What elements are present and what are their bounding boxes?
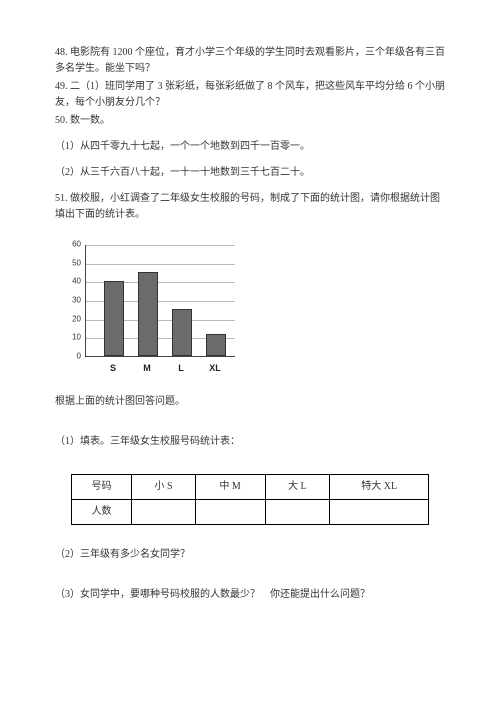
chart-xtick-label: L — [167, 361, 195, 375]
question-51: 51. 做校服，小红调查了二年级女生校服的号码，制成了下面的统计图，请你根据统计… — [55, 191, 445, 223]
chart-ytick-label: 40 — [63, 276, 81, 289]
answer-header: 根据上面的统计图回答问题。 — [55, 394, 445, 410]
table-cell — [265, 500, 329, 525]
chart-bar — [206, 334, 226, 356]
table-cell: 中 M — [195, 475, 265, 500]
bar-chart: 0102030405060 SMLXL — [63, 245, 243, 380]
chart-bar — [138, 272, 158, 356]
question-50: 50. 数一数。 — [55, 113, 445, 129]
chart-bar — [104, 281, 124, 356]
question-51-3: （3）女同学中，要哪种号码校服的人数最少？ 你还能提出什么问题？ — [55, 587, 445, 603]
table-cell: 人数 — [71, 500, 132, 525]
question-51-2: （2）三年级有多少名女同学？ — [55, 547, 445, 563]
chart-ytick-label: 60 — [63, 239, 81, 252]
chart-gridline — [86, 264, 235, 265]
table-cell — [195, 500, 265, 525]
table-cell — [329, 500, 428, 525]
chart-plot — [85, 245, 235, 357]
table-row: 号码 小 S 中 M 大 L 特大 XL — [71, 475, 429, 500]
chart-ytick-label: 10 — [63, 332, 81, 345]
question-50-1: （1）从四千零九十七起，一个一个地数到四千一百零一。 — [55, 139, 445, 155]
chart-ytick-label: 50 — [63, 257, 81, 270]
table-row: 人数 — [71, 500, 429, 525]
chart-xtick-label: XL — [201, 361, 229, 375]
chart-xtick-label: M — [133, 361, 161, 375]
table-cell: 小 S — [132, 475, 195, 500]
chart-xtick-label: S — [99, 361, 127, 375]
table-cell — [132, 500, 195, 525]
answer-table: 号码 小 S 中 M 大 L 特大 XL 人数 — [71, 474, 430, 525]
question-50-2: （2）从三千六百八十起，一十一十地数到三千七百二十。 — [55, 165, 445, 181]
chart-ytick-label: 20 — [63, 313, 81, 326]
table-cell: 号码 — [71, 475, 132, 500]
chart-ytick-label: 0 — [63, 351, 81, 364]
question-49: 49. 二（1）班同学用了 3 张彩纸，每张彩纸做了 8 个风车，把这些风车平均… — [55, 79, 445, 111]
chart-gridline — [86, 245, 235, 246]
chart-ytick-label: 30 — [63, 295, 81, 308]
table-cell: 大 L — [265, 475, 329, 500]
chart-bar — [172, 309, 192, 356]
question-51-1: （1）填表。三年级女生校服号码统计表： — [55, 434, 445, 450]
question-48: 48. 电影院有 1200 个座位，育才小学三个年级的学生同时去观看影片，三个年… — [55, 45, 445, 77]
table-cell: 特大 XL — [329, 475, 428, 500]
